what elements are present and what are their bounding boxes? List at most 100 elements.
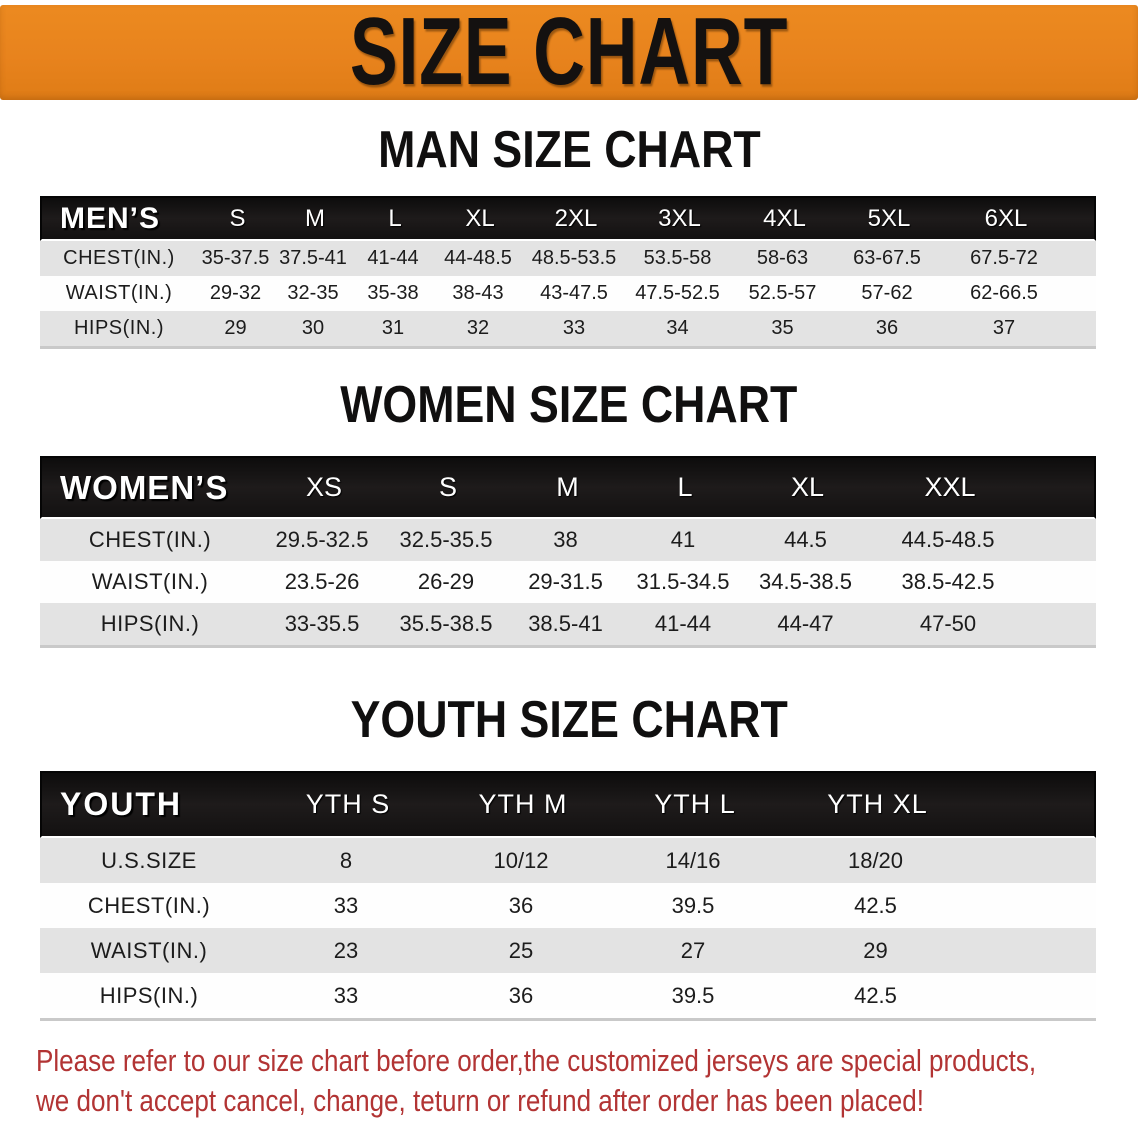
size-value-cell: 32-35 [287,282,339,304]
size-value-cell: 44.5-48.5 [901,527,995,552]
table-row: HIPS(IN.) 29 30 31 32 33 34 35 36 37 [40,311,1096,346]
column-header: L [677,472,693,502]
size-value-cell: 41 [670,527,696,552]
column-header: YTH S [305,789,391,819]
row-label: HIPS(IN.) [73,317,165,339]
size-value-cell: 33 [562,317,586,339]
column-header: 5XL [867,204,911,232]
disclaimer: Please refer to our size chart before or… [0,1041,1138,1121]
youth-section: YOUTH SIZE CHART YOUTH YTH S YTH M YTH L YTH… [0,691,1138,1018]
men-section-heading-text: MAN SIZE CHART [377,121,761,179]
size-value-cell: 44.5 [784,527,827,552]
men-size-table: MEN’S S M L XL 2XL 3XL 4XL 5XL 6XL CHEST(IN.) 35-37… [40,196,1096,346]
size-value-cell: 29.5-32.5 [275,527,369,552]
table-header-row: WOMEN’S XS S M L XL XXL [40,456,1096,519]
youth-section-heading-text: YOUTH SIZE CHART [350,691,788,749]
size-value-cell: 36 [875,317,899,339]
men-section-heading: MAN SIZE CHART [0,121,1138,179]
row-label: U.S.SIZE [101,847,197,873]
size-value-cell: 35-38 [367,282,419,304]
size-value-cell: 32 [466,317,490,339]
table-row: HIPS(IN.) 33 36 39.5 42.5 [40,973,1096,1018]
table-row: HIPS(IN.) 33-35.5 35.5-38.5 38.5-41 41-44 44-… [40,603,1096,645]
table-header-row: YOUTH YTH S YTH M YTH L YTH XL [40,771,1096,838]
size-value-cell: 33 [333,892,359,918]
size-value-cell: 23.5-26 [284,569,360,594]
table-row: WAIST(IN.) 23.5-26 26-29 29-31.5 31.5-34.5 34… [40,561,1096,603]
size-value-cell: 52.5-57 [748,282,817,304]
column-header: XS [305,472,343,502]
size-value-cell: 35 [771,317,794,339]
size-value-cell: 30 [301,317,325,339]
page-title: SIZE CHART [349,0,789,106]
size-value-cell: 14/16 [665,847,721,873]
size-value-cell: 10/12 [493,847,549,873]
column-header: YTH XL [827,789,928,819]
row-label: WAIST(IN.) [90,937,208,963]
size-value-cell: 47-50 [919,611,977,636]
disclaimer-line-1: Please refer to our size chart before or… [36,1043,1037,1078]
column-header: 3XL [658,204,701,232]
column-header: 4XL [763,204,806,232]
table-row: CHEST(IN.) 33 36 39.5 42.5 [40,883,1096,928]
table-header-row: MEN’S S M L XL 2XL 3XL 4XL 5XL 6XL [40,196,1096,241]
size-value-cell: 36 [508,892,534,918]
row-label: WAIST(IN.) [65,282,173,304]
size-value-cell: 57-62 [861,282,913,304]
women-section-heading-text: WOMEN SIZE CHART [340,376,798,434]
size-value-cell: 39.5 [671,892,715,918]
women-section: WOMEN SIZE CHART WOMEN’S XS S M L XL XXL CHEST(… [0,376,1138,645]
men-section: MAN SIZE CHART MEN’S S M L XL 2XL 3XL 4XL 5XL 6XL… [0,121,1138,346]
size-value-cell: 67.5-72 [970,247,1038,269]
column-header: M [305,204,325,232]
size-value-cell: 27 [680,937,706,963]
column-header: YTH L [654,789,736,819]
column-header: XXL [924,472,976,502]
size-value-cell: 44-48.5 [444,247,512,269]
size-value-cell: 23 [333,937,359,963]
size-value-cell: 63-67.5 [853,247,921,269]
youth-size-table: YOUTH YTH S YTH M YTH L YTH XL U.S.SIZE 8 10/12… [40,771,1096,1018]
size-value-cell: 37.5-41 [279,247,347,269]
size-value-cell: 34 [666,317,689,339]
column-header: XL [790,472,825,502]
size-value-cell: 42.5 [854,982,897,1008]
row-label: CHEST(IN.) [87,892,211,918]
size-value-cell: 39.5 [671,982,715,1008]
size-value-cell: 47.5-52.5 [635,282,720,304]
size-value-cell: 41-44 [654,611,712,636]
size-value-cell: 58-63 [756,247,809,269]
size-value-cell: 25 [508,937,534,963]
size-value-cell: 38.5-42.5 [901,569,995,594]
table-row: CHEST(IN.) 29.5-32.5 32.5-35.5 38 41 44.5 44.5… [40,519,1096,561]
size-value-cell: 31 [381,317,405,339]
column-header: S [229,204,246,232]
column-header: XL [465,204,495,232]
size-value-cell: 33-35.5 [284,611,360,636]
banner: SIZE CHART [0,0,1138,105]
size-value-cell: 37 [992,317,1016,339]
size-value-cell: 41-44 [367,247,419,269]
size-value-cell: 53.5-58 [643,247,712,269]
disclaimer-line-2: we don't accept cancel, change, teturn o… [36,1083,925,1118]
row-label: CHEST(IN.) [88,527,212,552]
size-value-cell: 44-47 [777,611,834,636]
row-label: HIPS(IN.) [100,611,200,636]
size-value-cell: 38 [553,527,578,552]
women-section-heading: WOMEN SIZE CHART [0,376,1138,434]
column-header: YTH M [478,789,568,819]
table-row: U.S.SIZE 8 10/12 14/16 18/20 [40,838,1096,883]
column-header: 6XL [984,204,1028,232]
size-value-cell: 18/20 [847,847,904,873]
column-header: S [438,472,457,502]
size-value-cell: 29-32 [209,282,262,304]
column-header: L [388,204,402,232]
table-corner-label: WOMEN’S [60,468,229,506]
column-header: 2XL [554,204,598,232]
size-value-cell: 26-29 [417,569,475,594]
table-row: CHEST(IN.) 35-37.5 37.5-41 41-44 44-48.5 48.5… [40,241,1096,276]
size-value-cell: 29-31.5 [528,569,603,594]
size-value-cell: 38-43 [452,282,504,304]
row-label: HIPS(IN.) [99,982,199,1008]
size-value-cell: 8 [339,847,353,873]
